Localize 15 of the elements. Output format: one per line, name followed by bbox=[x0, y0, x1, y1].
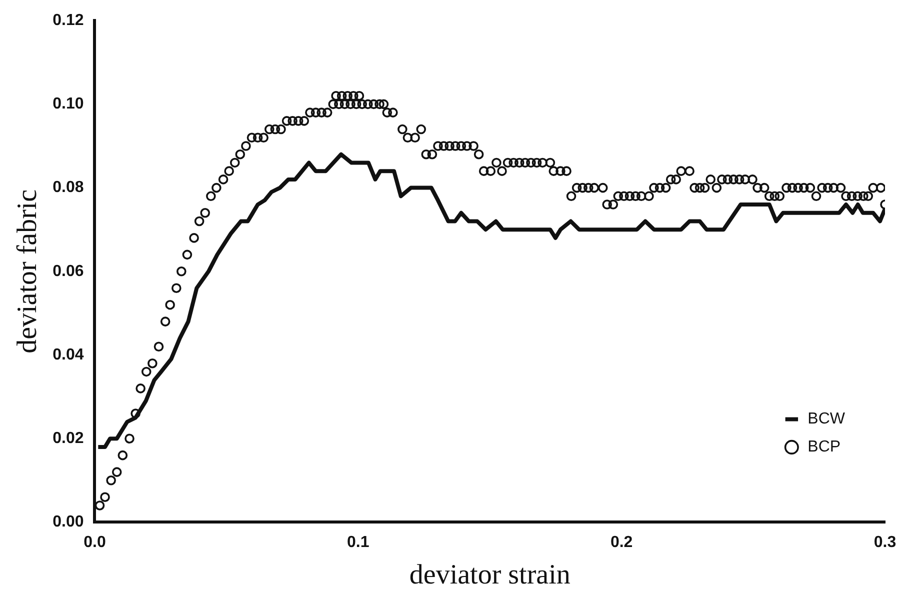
y-tick-label: 0.06 bbox=[52, 262, 84, 280]
x-tick-label: 0.2 bbox=[610, 534, 633, 552]
y-tick-label: 0.08 bbox=[52, 179, 84, 196]
y-tick-label: 0.10 bbox=[52, 96, 84, 113]
legend-label: BCW bbox=[808, 410, 846, 428]
x-tick-label: 0.1 bbox=[347, 534, 370, 552]
y-tick-label: 0.00 bbox=[52, 514, 84, 531]
x-tick-label: 0.3 bbox=[874, 534, 896, 552]
y-tick-label: 0.02 bbox=[52, 430, 84, 448]
y-tick-label: 0.12 bbox=[52, 12, 84, 30]
y-axis-title: deviator fabric bbox=[12, 189, 44, 354]
x-tick-label: 0.0 bbox=[84, 534, 106, 552]
x-axis-title: deviator strain bbox=[409, 560, 570, 591]
legend-label: BCP bbox=[808, 438, 841, 456]
y-tick-label: 0.04 bbox=[52, 346, 84, 364]
